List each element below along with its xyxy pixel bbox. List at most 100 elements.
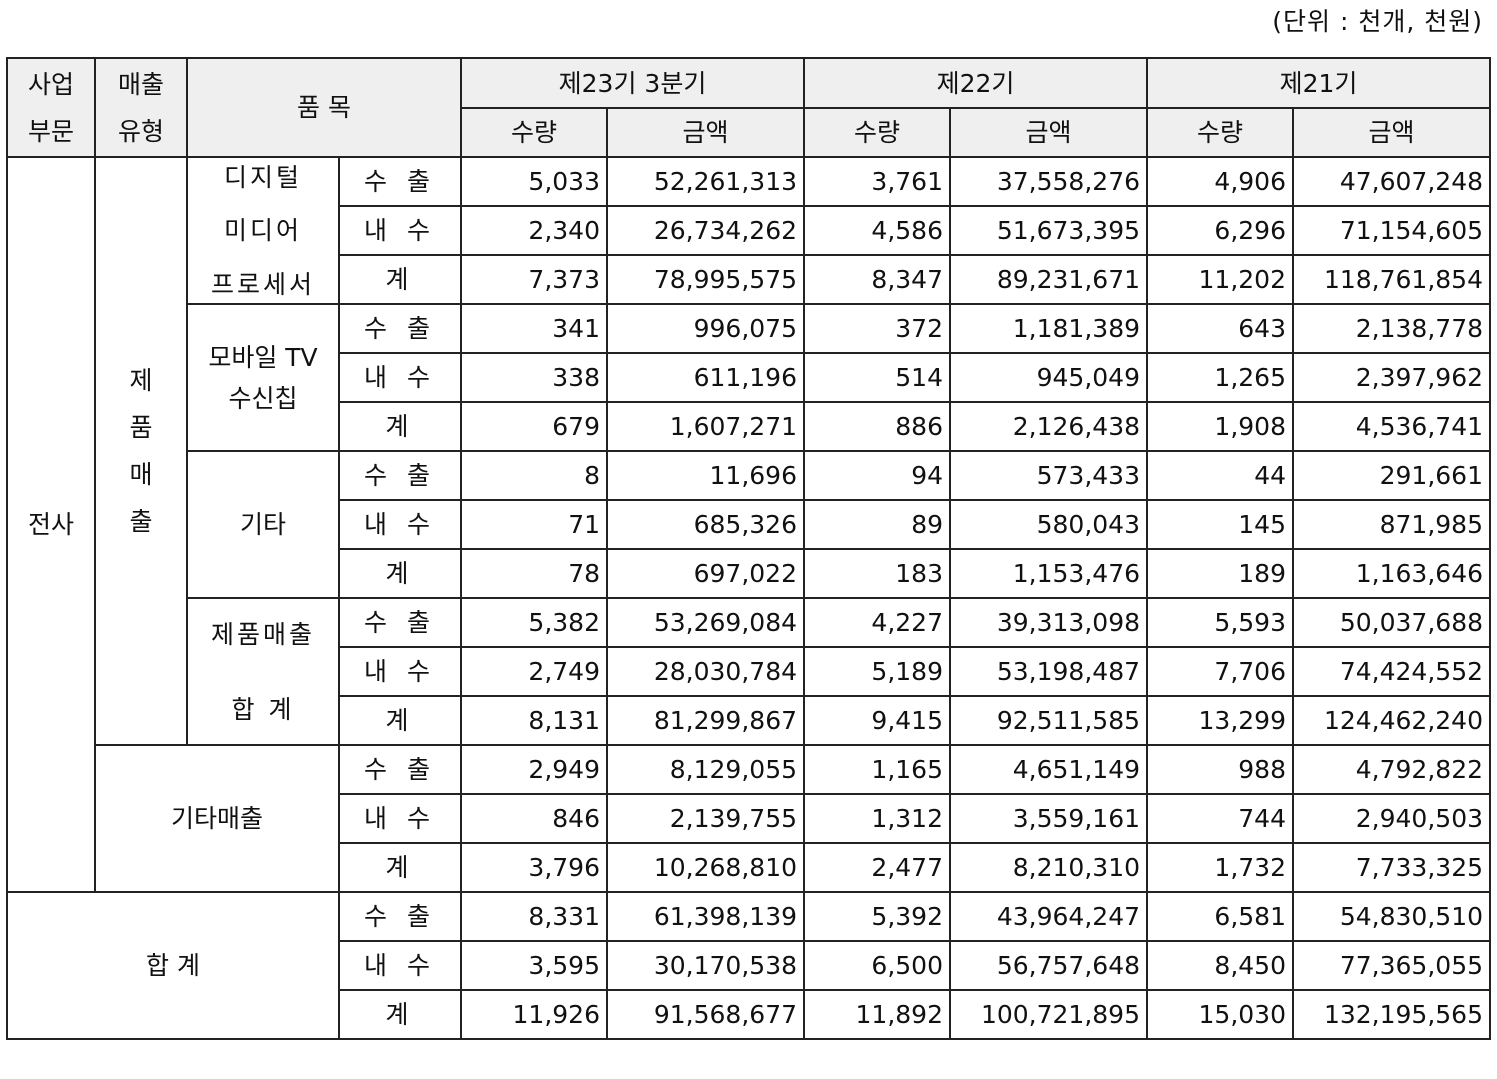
item-digital-media-processor: 디지털 미디어 프로세서: [186, 156, 340, 305]
product-sales-char: 품: [129, 413, 153, 442]
row-kind-sum: 계: [338, 695, 462, 746]
qty-cell: 189: [1146, 548, 1294, 599]
amt-cell: 1,153,476: [949, 548, 1148, 599]
qty-cell: 8,131: [460, 695, 608, 746]
qty-cell: 7,373: [460, 254, 608, 305]
amt-cell: 74,424,552: [1292, 646, 1491, 697]
amt-cell: 26,734,262: [606, 205, 805, 256]
amt-cell: 871,985: [1292, 499, 1491, 550]
qty-cell: 2,749: [460, 646, 608, 697]
amt-cell: 51,673,395: [949, 205, 1148, 256]
qty-cell: 3,796: [460, 842, 608, 893]
qty-cell: 886: [803, 401, 951, 452]
qty-cell: 372: [803, 303, 951, 354]
header-amt: 금액: [949, 107, 1148, 158]
item-mobile-tv-chip: 모바일 TV 수신칩: [186, 303, 340, 452]
amt-cell: 2,138,778: [1292, 303, 1491, 354]
qty-cell: 679: [460, 401, 608, 452]
table-row: 기타매출 수 출 2,949 8,129,055 1,165 4,651,149 988 4,…: [7, 744, 1491, 893]
row-kind-export: 수 출: [338, 156, 462, 207]
row-kind-domestic: 내 수: [338, 205, 462, 256]
item-name-line: 제품매출: [210, 619, 315, 649]
qty-cell: 94: [803, 450, 951, 501]
qty-cell: 44: [1146, 450, 1294, 501]
row-kind-domestic: 내 수: [338, 646, 462, 697]
amt-cell: 78,995,575: [606, 254, 805, 305]
amt-cell: 4,536,741: [1292, 401, 1491, 452]
qty-cell: 15,030: [1146, 989, 1294, 1040]
qty-cell: 5,033: [460, 156, 608, 207]
qty-cell: 78: [460, 548, 608, 599]
table-row: 내 수 2,340 26,734,262 4,586 51,673,395 6,296 71…: [7, 205, 1491, 256]
amt-cell: 43,964,247: [949, 891, 1148, 942]
grand-total: 합 계: [6, 891, 340, 1040]
row-kind-domestic: 내 수: [338, 352, 462, 403]
header-qty: 수량: [460, 107, 608, 158]
row-kind-export: 수 출: [338, 450, 462, 501]
table-row: 계 78 697,022 183 1,153,476 189 1,163,646: [7, 548, 1491, 599]
amt-cell: 945,049: [949, 352, 1148, 403]
amt-cell: 28,030,784: [606, 646, 805, 697]
qty-cell: 2,477: [803, 842, 951, 893]
row-kind-sum: 계: [338, 989, 462, 1040]
qty-cell: 6,296: [1146, 205, 1294, 256]
item-name-line: 프로세서: [210, 269, 315, 299]
amt-cell: 8,129,055: [606, 744, 805, 795]
table-row: 계 3,796 10,268,810 2,477 8,210,310 1,732 7,733…: [7, 842, 1491, 893]
other-sales: 기타매출: [94, 744, 340, 893]
amt-cell: 61,398,139: [606, 891, 805, 942]
table-row: 계 7,373 78,995,575 8,347 89,231,671 11,202 118…: [7, 254, 1491, 305]
amt-cell: 30,170,538: [606, 940, 805, 991]
amt-cell: 81,299,867: [606, 695, 805, 746]
row-kind-export: 수 출: [338, 597, 462, 648]
product-sales-char: 매: [129, 460, 153, 489]
amt-cell: 2,126,438: [949, 401, 1148, 452]
row-kind-domestic: 내 수: [338, 499, 462, 550]
qty-cell: 3,595: [460, 940, 608, 991]
amt-cell: 573,433: [949, 450, 1148, 501]
amt-cell: 685,326: [606, 499, 805, 550]
amt-cell: 2,397,962: [1292, 352, 1491, 403]
qty-cell: 5,382: [460, 597, 608, 648]
row-kind-sum: 계: [338, 254, 462, 305]
row-kind-export: 수 출: [338, 744, 462, 795]
amt-cell: 53,198,487: [949, 646, 1148, 697]
table-row: 모바일 TV 수신칩 수 출 341 996,075 372 1,181,389 643 2,1…: [7, 303, 1491, 452]
product-sales-char: 제: [129, 366, 153, 395]
qty-cell: 2,949: [460, 744, 608, 795]
qty-cell: 8,347: [803, 254, 951, 305]
amt-cell: 92,511,585: [949, 695, 1148, 746]
amt-cell: 56,757,648: [949, 940, 1148, 991]
amt-cell: 3,559,161: [949, 793, 1148, 844]
qty-cell: 643: [1146, 303, 1294, 354]
table-row: 계 11,926 91,568,677 11,892 100,721,895 15,030…: [7, 989, 1491, 1040]
unit-note: (단위 : 천개, 천원): [1272, 7, 1483, 36]
amt-cell: 50,037,688: [1292, 597, 1491, 648]
qty-cell: 89: [803, 499, 951, 550]
amt-cell: 124,462,240: [1292, 695, 1491, 746]
qty-cell: 514: [803, 352, 951, 403]
qty-cell: 9,415: [803, 695, 951, 746]
amt-cell: 52,261,313: [606, 156, 805, 207]
table-row: 내 수 2,749 28,030,784 5,189 53,198,487 7,706 74…: [7, 646, 1491, 697]
qty-cell: 988: [1146, 744, 1294, 795]
qty-cell: 7,706: [1146, 646, 1294, 697]
amt-cell: 7,733,325: [1292, 842, 1491, 893]
amt-cell: 54,830,510: [1292, 891, 1491, 942]
row-kind-export: 수 출: [338, 891, 462, 942]
row-kind-domestic: 내 수: [338, 793, 462, 844]
amt-cell: 2,940,503: [1292, 793, 1491, 844]
table-row: 기타 수 출 8 11,696 94 573,433 44 291,661: [7, 450, 1491, 599]
amt-cell: 47,607,248: [1292, 156, 1491, 207]
table-row: 내 수 71 685,326 89 580,043 145 871,985: [7, 499, 1491, 550]
sales-table: 사업 부문 매출 유형 품 목 제23기 3분기 제22기 제21기 수량 금액 수…: [6, 57, 1491, 1040]
amt-cell: 71,154,605: [1292, 205, 1491, 256]
qty-cell: 6,500: [803, 940, 951, 991]
amt-cell: 611,196: [606, 352, 805, 403]
amt-cell: 996,075: [606, 303, 805, 354]
qty-cell: 4,586: [803, 205, 951, 256]
segment-company: 전사: [6, 156, 96, 893]
qty-cell: 11,892: [803, 989, 951, 1040]
